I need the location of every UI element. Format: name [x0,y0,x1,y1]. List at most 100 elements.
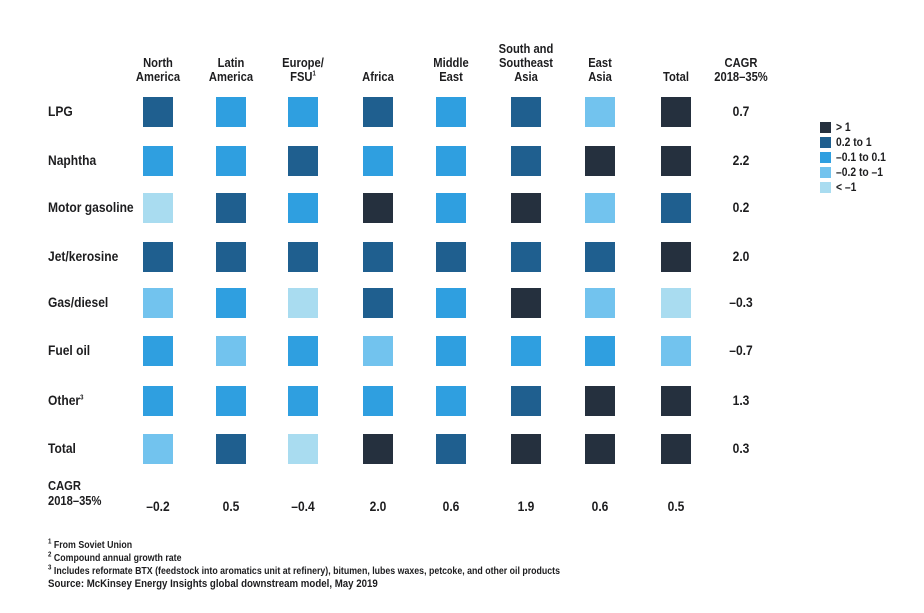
legend-swatch [820,151,831,163]
heatmap-cell [661,146,691,176]
heatmap-cell [585,336,615,366]
heatmap-cell [363,193,393,223]
heatmap-cell [143,434,173,464]
bottom-cagr-value: 0.6 [442,498,460,514]
heatmap-cell [288,97,318,127]
heatmap-cell [661,386,691,416]
heatmap-cell [216,97,246,127]
bottom-cagr-value: 1.9 [517,498,535,514]
legend-item: < –1 [820,180,894,194]
legend-label: –0.2 to –1 [836,165,884,179]
heatmap-cell [363,434,393,464]
heatmap-cell [511,336,541,366]
heatmap-cell [363,146,393,176]
row-cagr-value: 1.3 [732,392,750,408]
heatmap-cell [436,193,466,223]
heatmap-cell [216,386,246,416]
heatmap-cell [511,146,541,176]
legend-label: 0.2 to 1 [836,135,872,149]
column-header-6: East Asia [588,55,612,84]
heatmap-cell [585,146,615,176]
heatmap-cell [143,242,173,272]
footnote-2: 2 Compound annual growth rate [48,551,182,564]
heatmap-cell [585,386,615,416]
heatmap-cell [143,386,173,416]
heatmap-cell [661,336,691,366]
heatmap-cell [143,288,173,318]
column-header-4: Middle East [433,55,469,84]
bottom-cagr-value: –0.4 [291,498,315,514]
row-label-7: Total [48,440,76,456]
heatmap-cell [363,336,393,366]
column-header-0: North America [135,55,181,84]
legend-swatch [820,166,831,178]
heatmap-cell [288,288,318,318]
footnote-1: 1 From Soviet Union [48,538,133,551]
column-header-1: Latin America [208,55,254,84]
legend-item: > 1 [820,120,894,134]
heatmap-cell [363,97,393,127]
heatmap-cell [143,146,173,176]
heatmap-cell [585,434,615,464]
heatmap-cell [216,336,246,366]
heatmap-cell [585,193,615,223]
bottom-cagr-value: –0.2 [146,498,170,514]
legend-item: 0.2 to 1 [820,135,894,149]
heatmap-cell [143,193,173,223]
legend-swatch [820,121,831,133]
heatmap-cell [511,242,541,272]
row-label-6: Other3 [48,392,84,408]
heatmap-cell [288,146,318,176]
footnote-3: 3 Includes reformate BTX (feedstock into… [48,564,560,577]
row-cagr-value: 0.7 [732,103,750,119]
heatmap-cell [511,288,541,318]
heatmap-cell [585,242,615,272]
heatmap-cell [661,193,691,223]
row-label-5: Fuel oil [48,342,91,358]
heatmap-cell [216,193,246,223]
heatmap-cell [511,386,541,416]
heatmap-cell [436,434,466,464]
heatmap-cell [288,434,318,464]
footnotes: 1 From Soviet Union 2 Compound annual gr… [48,539,560,591]
heatmap-cell [363,242,393,272]
heatmap-cell [661,288,691,318]
legend-swatch [820,136,831,148]
heatmap-cell [288,386,318,416]
heatmap-cell [436,146,466,176]
row-cagr-value: 0.3 [732,440,750,456]
heatmap-cell [288,336,318,366]
row-cagr-value: 2.2 [732,152,750,168]
bottom-cagr-value: 0.6 [591,498,609,514]
column-header-5: South and Southeast Asia [498,41,554,84]
heatmap-cell [436,97,466,127]
heatmap-cell [511,434,541,464]
heatmap-cell [216,434,246,464]
row-cagr-value: –0.7 [729,342,753,358]
heatmap-cell [216,146,246,176]
row-cagr-value: –0.3 [729,294,753,310]
heatmap-cell [143,97,173,127]
heatmap-cell [661,434,691,464]
column-header-3: Africa [362,69,394,84]
bottom-cagr-value: 2.0 [369,498,387,514]
legend-label: > 1 [836,120,851,134]
legend-label: –0.1 to 0.1 [836,150,886,164]
legend: > 1 0.2 to 1 –0.1 to 0.1 –0.2 to –1 < –1 [820,120,894,195]
legend-label: < –1 [836,180,857,194]
heatmap-cell [661,242,691,272]
legend-swatch [820,181,831,193]
legend-item: –0.2 to –1 [820,165,894,179]
row-cagr-value: 2.0 [732,248,750,264]
row-cagr-value: 0.2 [732,199,750,215]
heatmap-cell [585,288,615,318]
legend-item: –0.1 to 0.1 [820,150,894,164]
row-label-4: Gas/diesel [48,294,109,310]
heatmap-cell [436,242,466,272]
bottom-cagr-value: 0.5 [667,498,685,514]
row-label-3: Jet/kerosine [48,248,119,264]
heatmap-cell [363,288,393,318]
heatmap-cell [288,242,318,272]
heatmap-cell [661,97,691,127]
cagr-column-header: CAGR 2018–35% [714,55,768,84]
